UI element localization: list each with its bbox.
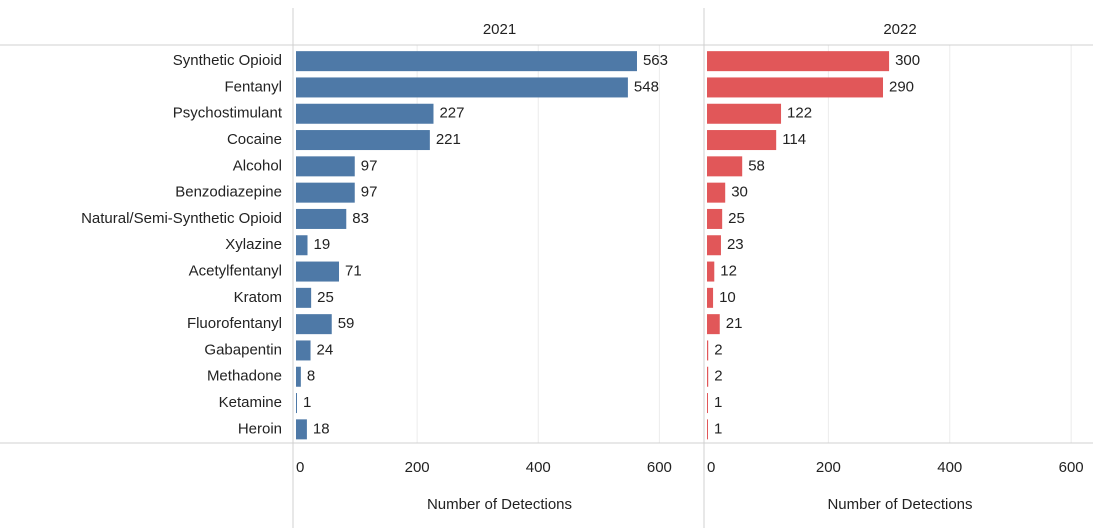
value-label: 18 [313, 420, 330, 437]
x-tick-label: 0 [707, 459, 715, 476]
bar [296, 340, 311, 361]
bar [296, 156, 355, 177]
bar [296, 261, 340, 282]
value-label: 58 [748, 157, 765, 174]
value-label: 23 [727, 236, 744, 253]
value-label: 221 [436, 131, 461, 148]
value-label: 97 [361, 157, 378, 174]
row-label: Acetylfentanyl [189, 263, 282, 280]
bar [296, 366, 301, 387]
value-label: 1 [714, 420, 722, 437]
row-label: Gabapentin [204, 341, 282, 358]
value-label: 122 [787, 105, 812, 122]
bar [707, 366, 709, 387]
bar [707, 51, 890, 72]
bar [707, 182, 726, 203]
value-label: 59 [338, 315, 355, 332]
bar [296, 314, 332, 335]
bar [707, 235, 721, 256]
row-label: Ketamine [219, 394, 282, 411]
value-label: 19 [314, 236, 331, 253]
bar [707, 103, 782, 124]
x-tick-label: 400 [937, 459, 962, 476]
x-axis-title: Number of Detections [427, 496, 572, 513]
value-label: 25 [317, 289, 334, 306]
value-label: 24 [317, 341, 334, 358]
value-label: 21 [726, 315, 743, 332]
bar [707, 156, 743, 177]
x-tick-label: 200 [816, 459, 841, 476]
x-tick-label: 200 [405, 459, 430, 476]
bar [296, 393, 297, 414]
row-label: Fluorofentanyl [187, 315, 282, 332]
x-tick-label: 600 [647, 459, 672, 476]
value-label: 300 [895, 52, 920, 69]
bar [707, 130, 777, 151]
value-label: 83 [352, 210, 369, 227]
bar [296, 208, 347, 229]
value-label: 25 [728, 210, 745, 227]
value-label: 97 [361, 184, 378, 201]
value-label: 1 [714, 394, 722, 411]
bar [707, 393, 708, 414]
row-label: Methadone [207, 368, 282, 385]
bar [296, 419, 307, 440]
bar [296, 235, 308, 256]
bar [296, 103, 434, 124]
bar [707, 314, 720, 335]
row-label: Kratom [234, 289, 282, 306]
bar [707, 287, 714, 308]
panel-title: 2022 [883, 21, 916, 38]
row-label: Benzodiazepine [175, 184, 282, 201]
x-tick-label: 600 [1059, 459, 1084, 476]
value-label: 2 [714, 341, 722, 358]
bar [296, 130, 430, 151]
row-label: Synthetic Opioid [173, 52, 282, 69]
row-label: Fentanyl [224, 78, 282, 95]
value-label: 227 [439, 105, 464, 122]
row-label: Psychostimulant [173, 105, 283, 122]
bar [296, 182, 355, 203]
bar [707, 340, 709, 361]
bar [296, 287, 312, 308]
bar [707, 208, 723, 229]
x-tick-label: 400 [526, 459, 551, 476]
panel-title: 2021 [483, 21, 516, 38]
value-label: 12 [720, 263, 737, 280]
value-label: 71 [345, 263, 362, 280]
row-label: Alcohol [233, 157, 282, 174]
x-axis-title: Number of Detections [827, 496, 972, 513]
bar [296, 77, 628, 98]
row-label: Xylazine [225, 236, 282, 253]
bar [707, 419, 708, 440]
value-label: 563 [643, 52, 668, 69]
row-label: Heroin [238, 420, 282, 437]
value-label: 114 [782, 131, 806, 148]
row-label: Cocaine [227, 131, 282, 148]
row-label: Natural/Semi-Synthetic Opioid [81, 210, 282, 227]
bar [296, 51, 637, 72]
x-tick-label: 0 [296, 459, 304, 476]
value-label: 2 [714, 368, 722, 385]
value-label: 8 [307, 368, 315, 385]
bar [707, 261, 715, 282]
value-label: 10 [719, 289, 736, 306]
value-label: 548 [634, 78, 659, 95]
bar [707, 77, 884, 98]
value-label: 30 [731, 184, 748, 201]
value-label: 290 [889, 78, 914, 95]
value-label: 1 [303, 394, 311, 411]
